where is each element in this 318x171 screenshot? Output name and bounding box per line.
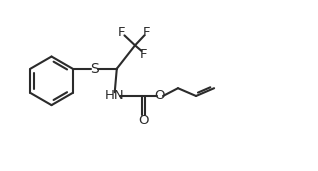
Text: S: S bbox=[90, 62, 99, 76]
Text: F: F bbox=[118, 26, 126, 39]
Text: O: O bbox=[155, 89, 165, 102]
Text: F: F bbox=[143, 26, 151, 39]
Text: O: O bbox=[138, 114, 149, 127]
Text: F: F bbox=[140, 48, 148, 61]
Text: HN: HN bbox=[105, 89, 124, 102]
